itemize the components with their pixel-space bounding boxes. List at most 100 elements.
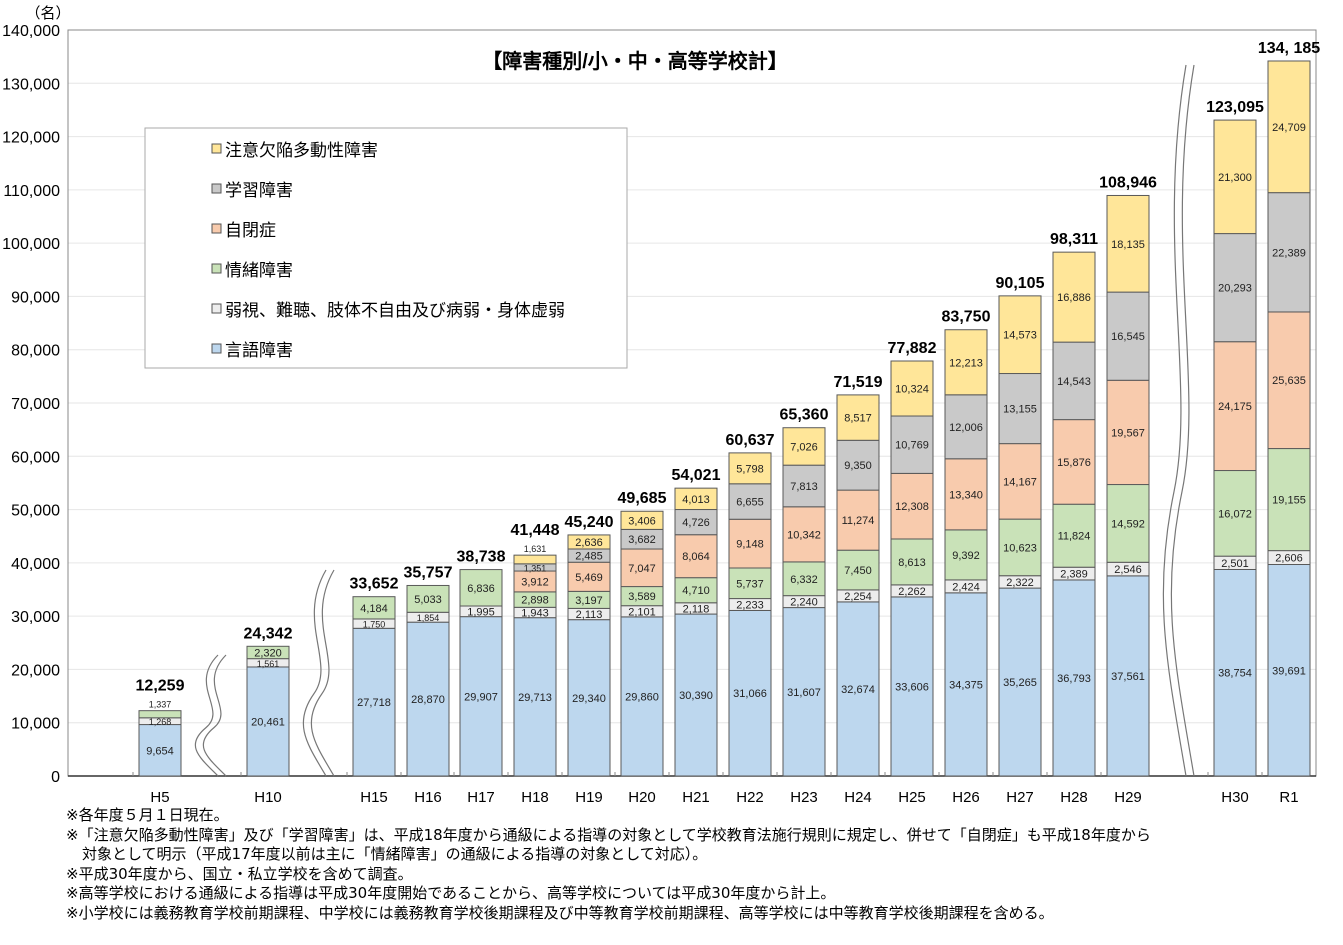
footnote: ※各年度５月１日現在。 bbox=[66, 806, 229, 824]
bar-segment bbox=[782, 506, 826, 563]
x-tick-label: H16 bbox=[414, 789, 442, 806]
legend-label: 注意欠陥多動性障害 bbox=[225, 141, 378, 160]
y-tick-label: 120,000 bbox=[2, 130, 60, 147]
bar-segment bbox=[1106, 484, 1150, 563]
y-tick-label: 0 bbox=[51, 769, 60, 786]
data-label: 2,389 bbox=[1060, 569, 1088, 581]
bar-segment bbox=[1213, 568, 1257, 777]
data-label: 3,589 bbox=[628, 591, 656, 603]
bar-segment bbox=[674, 613, 718, 777]
x-tick-label: R1 bbox=[1279, 789, 1298, 806]
axis-break-icon bbox=[310, 569, 335, 777]
data-label: 6,836 bbox=[467, 583, 495, 595]
legend-swatch bbox=[211, 183, 222, 194]
x-tick-label: H26 bbox=[952, 789, 980, 806]
x-tick-label: H5 bbox=[150, 789, 169, 806]
legend-swatch bbox=[211, 343, 222, 354]
footnote: ※平成30年度から、国立・私立学校を含めて調査。 bbox=[66, 864, 413, 883]
data-label: 31,066 bbox=[733, 688, 767, 700]
bar-segment bbox=[1213, 341, 1257, 472]
bar-segment bbox=[728, 452, 772, 485]
axis-break-icon bbox=[302, 569, 327, 777]
bar-segment bbox=[1267, 311, 1311, 450]
bar-segment bbox=[620, 510, 664, 530]
data-label: 2,606 bbox=[1275, 553, 1303, 565]
x-tick-label: H29 bbox=[1114, 789, 1142, 806]
data-label: 16,545 bbox=[1111, 331, 1145, 343]
data-label: 16,072 bbox=[1218, 508, 1252, 520]
total-label: 83,750 bbox=[942, 309, 991, 326]
legend-swatch bbox=[211, 303, 222, 314]
data-label: 8,613 bbox=[898, 557, 926, 569]
bar-segment bbox=[836, 549, 880, 591]
total-label: 12,259 bbox=[136, 678, 185, 695]
bar-segment bbox=[459, 616, 503, 777]
data-label: 12,308 bbox=[895, 501, 929, 513]
data-label: 1,631 bbox=[524, 544, 547, 554]
data-label: 39,691 bbox=[1272, 665, 1306, 677]
footnotes: ※各年度５月１日現在。 ※「注意欠陥多動性障害」及び「学習障害」は、平成18年度… bbox=[66, 806, 1151, 923]
legend-label: 自閉症 bbox=[225, 221, 276, 240]
data-label: 20,293 bbox=[1218, 283, 1252, 295]
x-tick-label: H24 bbox=[844, 789, 872, 806]
data-label: 2,501 bbox=[1221, 558, 1249, 570]
data-label: 9,392 bbox=[952, 550, 980, 562]
x-tick-label: H28 bbox=[1060, 789, 1088, 806]
data-label: 21,300 bbox=[1218, 172, 1252, 184]
data-label: 2,113 bbox=[576, 609, 603, 621]
footnote: ※小学校には義務教育学校前期課程、中学校には義務教育学校後期課程及び中等教育学校… bbox=[66, 903, 1054, 922]
total-label: 49,685 bbox=[618, 490, 667, 507]
data-label: 24,175 bbox=[1218, 401, 1252, 413]
data-label: 7,047 bbox=[628, 563, 656, 575]
total-label: 71,519 bbox=[834, 374, 883, 391]
y-tick-label: 90,000 bbox=[11, 289, 60, 306]
total-label: 123,095 bbox=[1206, 99, 1264, 116]
axis-break-icon bbox=[202, 654, 227, 777]
legend-swatch bbox=[211, 263, 222, 274]
y-tick-label: 40,000 bbox=[11, 556, 60, 573]
data-label: 28,870 bbox=[411, 694, 445, 706]
y-tick-label: 30,000 bbox=[11, 609, 60, 626]
data-label: 4,013 bbox=[682, 494, 710, 506]
bar-segment bbox=[674, 487, 718, 511]
axis-break-icon bbox=[194, 654, 219, 777]
x-tick-label: H30 bbox=[1221, 789, 1249, 806]
x-tick-label: H10 bbox=[254, 789, 282, 806]
y-tick-label: 10,000 bbox=[11, 716, 60, 733]
bar-segment bbox=[352, 596, 396, 620]
axis-break-icon bbox=[1162, 64, 1187, 777]
data-label: 30,390 bbox=[679, 690, 713, 702]
x-tick-label: H25 bbox=[898, 789, 926, 806]
data-label: 25,635 bbox=[1272, 375, 1306, 387]
data-label: 4,726 bbox=[682, 517, 710, 529]
bar-segment bbox=[1267, 192, 1311, 313]
chart-title: 【障害種別/小・中・高等学校計】 bbox=[482, 49, 788, 73]
data-label: 13,340 bbox=[949, 489, 983, 501]
data-label: 2,262 bbox=[898, 586, 926, 598]
bar-segment bbox=[1052, 419, 1096, 505]
bar-segment bbox=[513, 617, 557, 777]
data-label: 2,322 bbox=[1006, 577, 1034, 589]
total-label: 24,342 bbox=[244, 625, 293, 642]
data-label: 2,118 bbox=[683, 603, 710, 615]
bar-segment bbox=[944, 329, 988, 396]
bar-segment bbox=[352, 627, 396, 777]
bar-segment bbox=[836, 394, 880, 441]
bar-segment bbox=[728, 567, 772, 600]
data-label: 38,754 bbox=[1218, 668, 1252, 680]
bar-segment bbox=[1267, 60, 1311, 194]
data-label: 14,573 bbox=[1003, 330, 1037, 342]
footnote: ※高等学校における通級による指導は平成30年度開始であることから、高等学校につい… bbox=[66, 884, 836, 902]
x-tick-label: H20 bbox=[628, 789, 656, 806]
data-label: 15,876 bbox=[1057, 457, 1091, 469]
legend-swatch bbox=[211, 143, 222, 154]
x-tick-label: H21 bbox=[682, 789, 710, 806]
data-label: 12,213 bbox=[949, 357, 983, 369]
x-tick-label: H19 bbox=[575, 789, 603, 806]
data-label: 2,101 bbox=[628, 606, 656, 618]
data-label: 2,485 bbox=[575, 551, 603, 563]
data-label: 4,710 bbox=[682, 585, 710, 597]
data-label: 1,351 bbox=[524, 563, 547, 573]
data-label: 11,824 bbox=[1058, 531, 1091, 543]
